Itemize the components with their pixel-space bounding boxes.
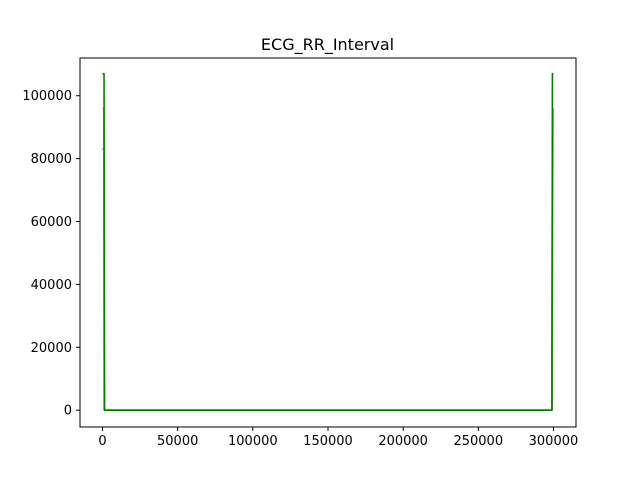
x-tick-label-0: 0 — [98, 434, 106, 449]
x-tick-label-3: 150000 — [303, 434, 353, 449]
series-line-3 — [102, 72, 554, 411]
x-tick-label-4: 200000 — [378, 434, 428, 449]
y-tick-label-2: 40000 — [31, 278, 72, 293]
x-tick-label-6: 300000 — [529, 434, 579, 449]
y-tick-label-3: 60000 — [31, 215, 72, 230]
x-tick-label-5: 250000 — [453, 434, 503, 449]
y-tick-label-5: 100000 — [22, 89, 72, 104]
x-tick-label-2: 100000 — [228, 434, 278, 449]
y-tick-label-1: 20000 — [31, 341, 72, 356]
y-tick-label-4: 80000 — [31, 152, 72, 167]
plot-area: 0 50000 100000 150000 200000 250000 300000 0 200… — [22, 57, 579, 449]
x-tick-label-1: 50000 — [157, 434, 198, 449]
y-tick-label-0: 0 — [64, 404, 72, 419]
chart-title: ECG_RR_Interval — [261, 35, 394, 55]
